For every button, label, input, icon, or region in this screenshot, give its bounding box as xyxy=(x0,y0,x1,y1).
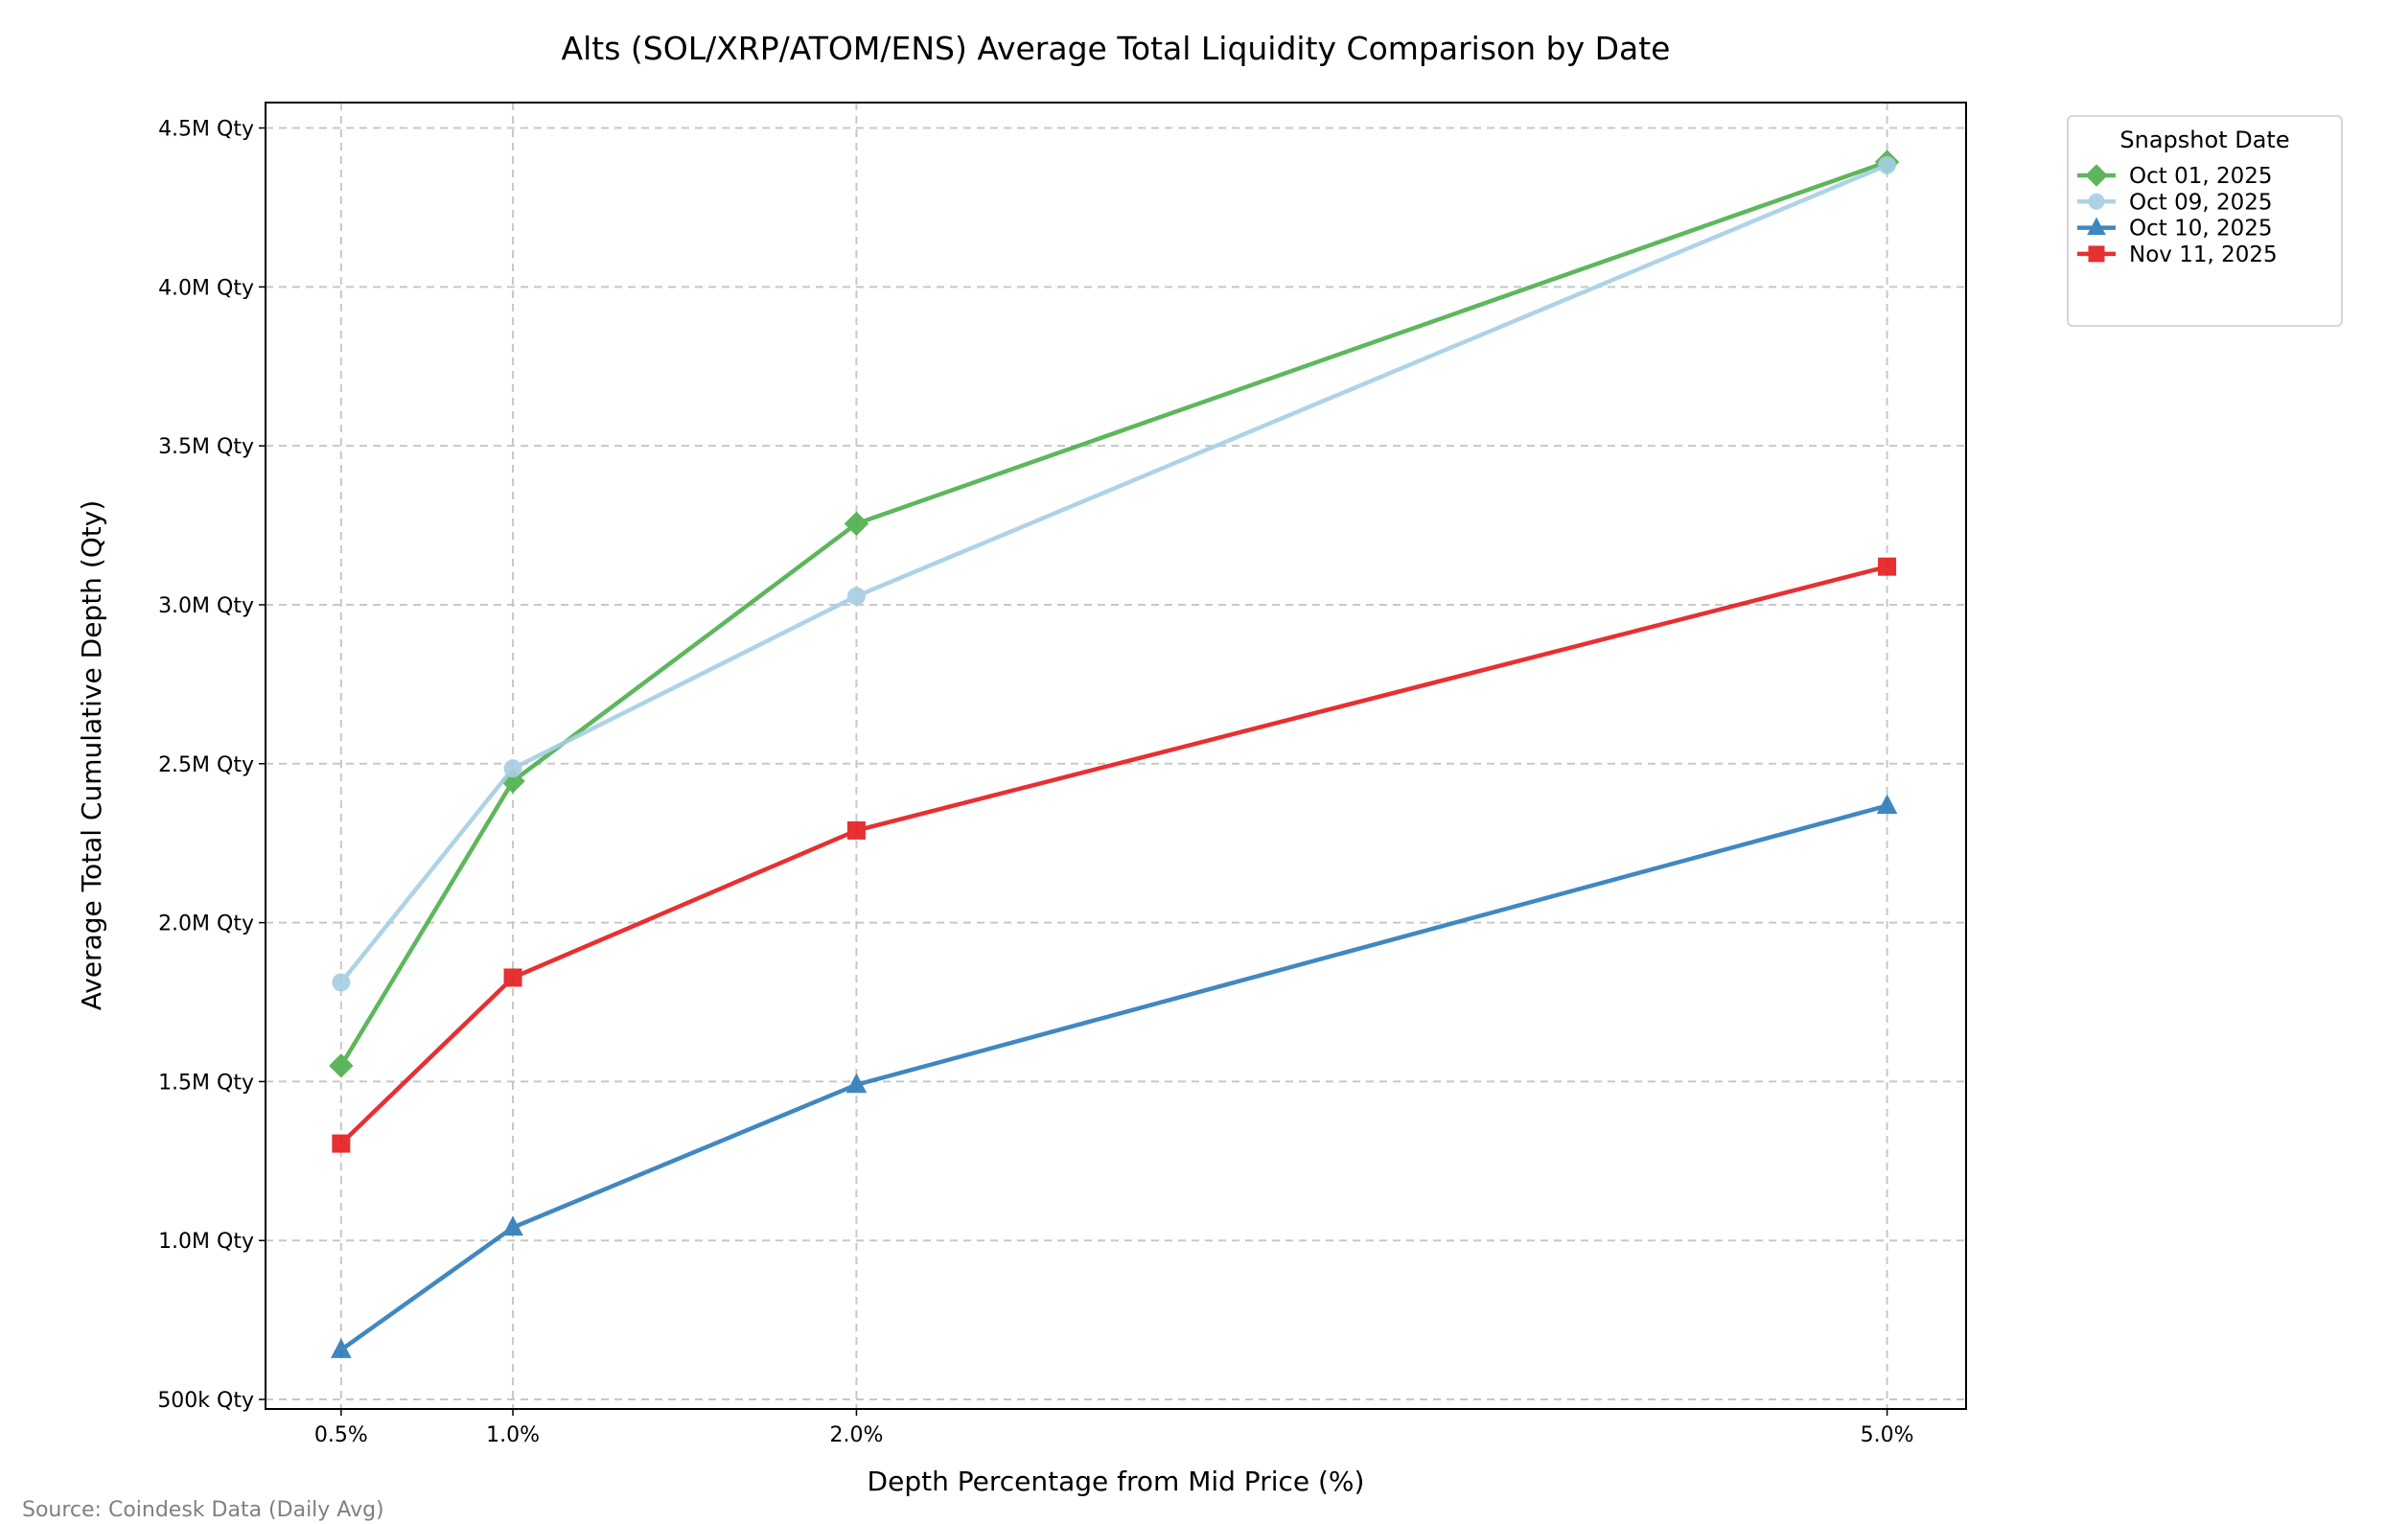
data-point-square xyxy=(332,1134,351,1153)
y-tick-label: 3.0M Qty xyxy=(158,594,254,618)
data-point-triangle xyxy=(502,1215,523,1236)
y-tick-label: 4.0M Qty xyxy=(158,276,254,300)
y-tick-label: 2.5M Qty xyxy=(158,753,254,777)
data-point-square xyxy=(1878,557,1897,576)
x-axis-label: Depth Percentage from Mid Price (%) xyxy=(868,1466,1365,1497)
y-tick-label: 3.5M Qty xyxy=(158,435,254,459)
source-note: Source: Coindesk Data (Daily Avg) xyxy=(22,1498,384,1522)
legend-marker-circle xyxy=(2088,193,2105,210)
x-tick-label: 0.5% xyxy=(314,1423,368,1447)
legend-box xyxy=(2067,115,2343,327)
legend-marker-diamond xyxy=(2085,164,2108,187)
legend-entry xyxy=(2077,164,2116,187)
series-oct-10-2025 xyxy=(331,794,1898,1358)
x-tick-label: 5.0% xyxy=(1861,1423,1914,1447)
legend-marker-triangle xyxy=(2087,217,2106,236)
y-tick-label: 500k Qty xyxy=(157,1389,254,1413)
legend-label: Oct 01, 2025 xyxy=(2129,164,2273,189)
data-point-circle xyxy=(503,759,522,778)
legend-label: Nov 11, 2025 xyxy=(2129,242,2278,267)
data-point-diamond xyxy=(844,511,869,537)
legend-entry xyxy=(2077,193,2116,210)
series-line xyxy=(339,803,1888,1352)
series-line xyxy=(338,159,1888,1068)
y-tick-label: 1.5M Qty xyxy=(158,1071,254,1095)
y-tick-label: 4.5M Qty xyxy=(158,118,254,142)
data-point-triangle xyxy=(1876,794,1898,815)
data-point-square xyxy=(846,820,866,840)
x-tick-label: 2.0% xyxy=(829,1423,883,1447)
series-line xyxy=(339,565,1888,1145)
plot-frame xyxy=(265,102,1967,1410)
chart-title: Alts (SOL/XRP/ATOM/ENS) Average Total Li… xyxy=(562,30,1671,67)
series-oct-01-2025 xyxy=(329,150,1900,1078)
legend-entry xyxy=(2077,245,2116,263)
data-point-diamond xyxy=(329,1053,354,1078)
data-point-circle xyxy=(1878,155,1897,174)
x-tick-label: 1.0% xyxy=(486,1423,540,1447)
legend-label: Oct 10, 2025 xyxy=(2129,217,2273,242)
y-axis-label: Average Total Cumulative Depth (Qty) xyxy=(76,500,107,1011)
data-point-circle xyxy=(332,973,351,992)
legend-entry xyxy=(2077,217,2116,236)
series-lines xyxy=(329,150,1900,1358)
legend-marker-square xyxy=(2088,245,2105,263)
grid xyxy=(266,103,1966,1409)
data-point-triangle xyxy=(331,1338,352,1358)
series-line xyxy=(339,163,1888,984)
axis-ticks: 0.5% 1.0% 2.0% 5.0% 500k Qty 1.0M Qty 1.5M Qty… xyxy=(157,118,1913,1447)
data-point-circle xyxy=(846,587,866,606)
y-tick-label: 2.0M Qty xyxy=(158,912,254,936)
series-oct-09-2025 xyxy=(332,155,1897,992)
y-tick-label: 1.0M Qty xyxy=(158,1230,254,1254)
legend-label: Oct 09, 2025 xyxy=(2129,190,2273,215)
data-point-triangle xyxy=(845,1073,868,1094)
data-point-square xyxy=(503,968,522,987)
legend-title: Snapshot Date xyxy=(2119,127,2289,153)
series-nov-11-2025 xyxy=(332,557,1897,1153)
